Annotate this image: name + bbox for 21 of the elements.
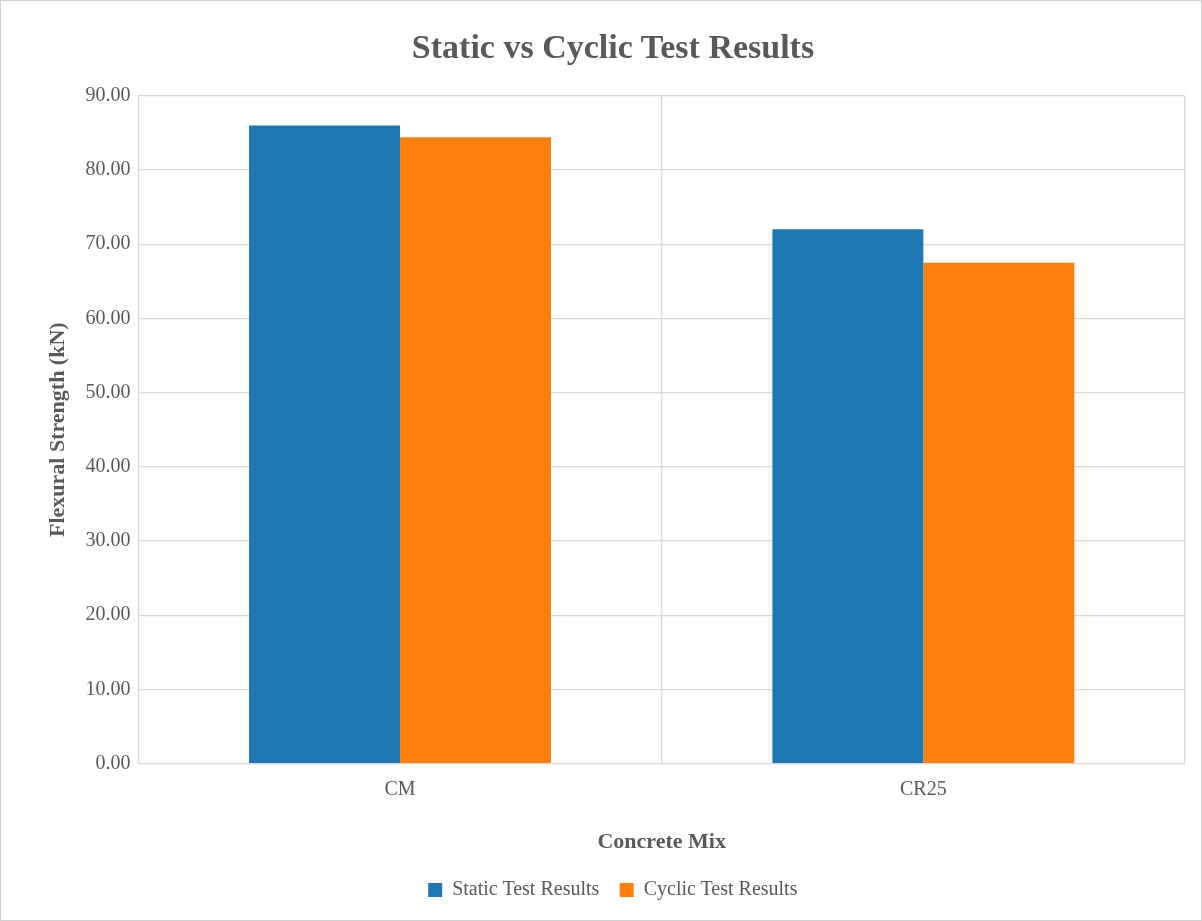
y-tick-label: 50.00 [85, 379, 131, 402]
bar [400, 137, 552, 763]
legend-label: Cyclic Test Results [643, 877, 798, 901]
y-tick-label: 20.00 [85, 602, 131, 625]
x-axis-title: Concrete Mix [597, 828, 726, 854]
legend-label: Static Test Results [452, 877, 600, 900]
bar [249, 125, 401, 763]
y-tick-label: 70.00 [85, 231, 131, 254]
y-axis-title: Flexural Strength (kN) [43, 322, 69, 538]
y-tick-label: 30.00 [85, 528, 131, 551]
y-tick-label: 90.00 [85, 83, 131, 106]
y-tick-label: 60.00 [85, 305, 131, 328]
y-tick-label: 80.00 [85, 157, 131, 180]
y-tick-label: 40.00 [85, 454, 131, 477]
y-tick-label: 10.00 [85, 676, 131, 699]
x-tick-label: CM [384, 776, 416, 799]
x-tick-label: CR25 [900, 776, 947, 799]
chart-title: Static vs Cyclic Test Results [411, 28, 815, 66]
y-tick-label: 0.00 [95, 750, 131, 773]
bar [772, 229, 924, 763]
bar [923, 262, 1075, 763]
